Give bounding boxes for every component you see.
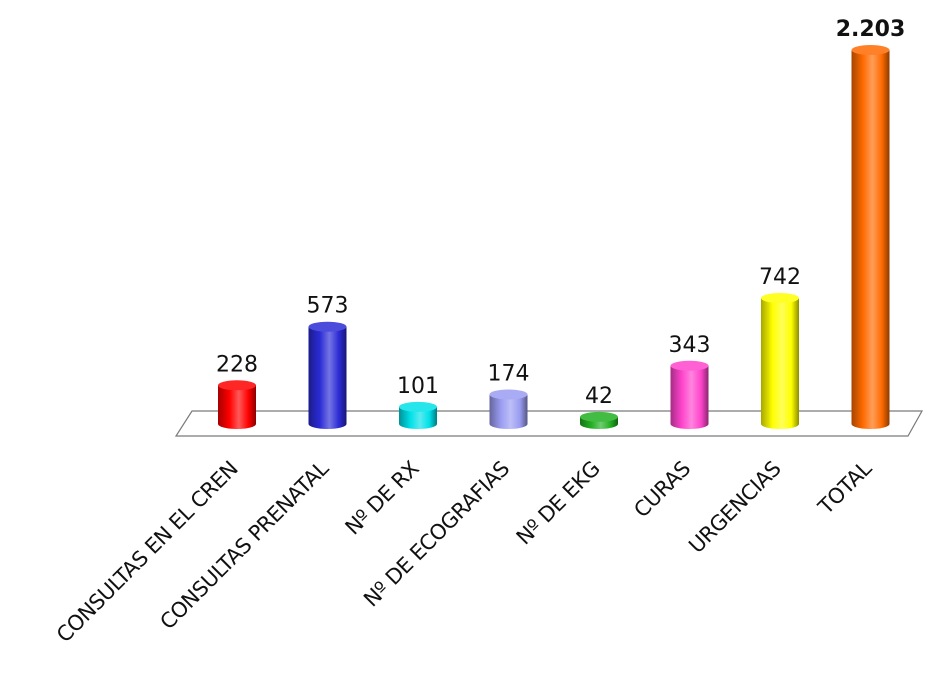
bar-1 bbox=[218, 380, 256, 429]
bar-body-8 bbox=[851, 50, 890, 429]
category-label-1: CONSULTAS EN EL CREN bbox=[52, 457, 243, 648]
bar-top-3 bbox=[399, 401, 437, 412]
bar-6 bbox=[670, 360, 709, 429]
bar-body-6 bbox=[670, 365, 709, 429]
category-label-8: TOTAL bbox=[813, 456, 877, 520]
chart-floor bbox=[174, 410, 924, 437]
bar-top-6 bbox=[670, 360, 709, 371]
bar-body-1 bbox=[218, 385, 256, 429]
bar-top-8 bbox=[851, 45, 890, 55]
bar-4 bbox=[489, 389, 528, 429]
value-label-3: 101 bbox=[397, 374, 439, 399]
value-label-5: 42 bbox=[585, 384, 613, 409]
category-label-7: URGENCIAS bbox=[684, 456, 785, 557]
category-label-5: Nº DE EKG bbox=[512, 457, 605, 550]
value-labels-layer: 228 573 101 174 42 343 742 2.203 bbox=[216, 17, 905, 409]
bar-top-5 bbox=[580, 411, 618, 422]
category-label-2: CONSULTAS PRENATAL bbox=[155, 456, 333, 634]
bar-5 bbox=[580, 411, 618, 429]
value-label-4: 174 bbox=[488, 361, 530, 386]
value-label-8: 2.203 bbox=[836, 17, 906, 42]
bar-7 bbox=[761, 293, 799, 429]
bar-body-7 bbox=[761, 298, 799, 429]
bar-body-4 bbox=[489, 394, 528, 429]
value-label-2: 573 bbox=[307, 294, 349, 319]
category-label-3: Nº DE RX bbox=[341, 456, 424, 539]
value-label-6: 343 bbox=[669, 333, 711, 358]
bar-2 bbox=[308, 321, 347, 429]
category-label-6: CURAS bbox=[629, 456, 695, 522]
bar-3 bbox=[399, 401, 437, 429]
bar-top-1 bbox=[218, 380, 256, 391]
bar-top-7 bbox=[761, 293, 799, 304]
bar-8 bbox=[851, 45, 890, 429]
bar-top-2 bbox=[308, 321, 347, 332]
value-label-1: 228 bbox=[216, 352, 258, 377]
bar-body-2 bbox=[308, 326, 347, 429]
bars-layer bbox=[218, 45, 890, 429]
bar-top-4 bbox=[489, 389, 528, 400]
bar-body-3 bbox=[399, 406, 437, 429]
value-label-7: 742 bbox=[759, 265, 801, 290]
